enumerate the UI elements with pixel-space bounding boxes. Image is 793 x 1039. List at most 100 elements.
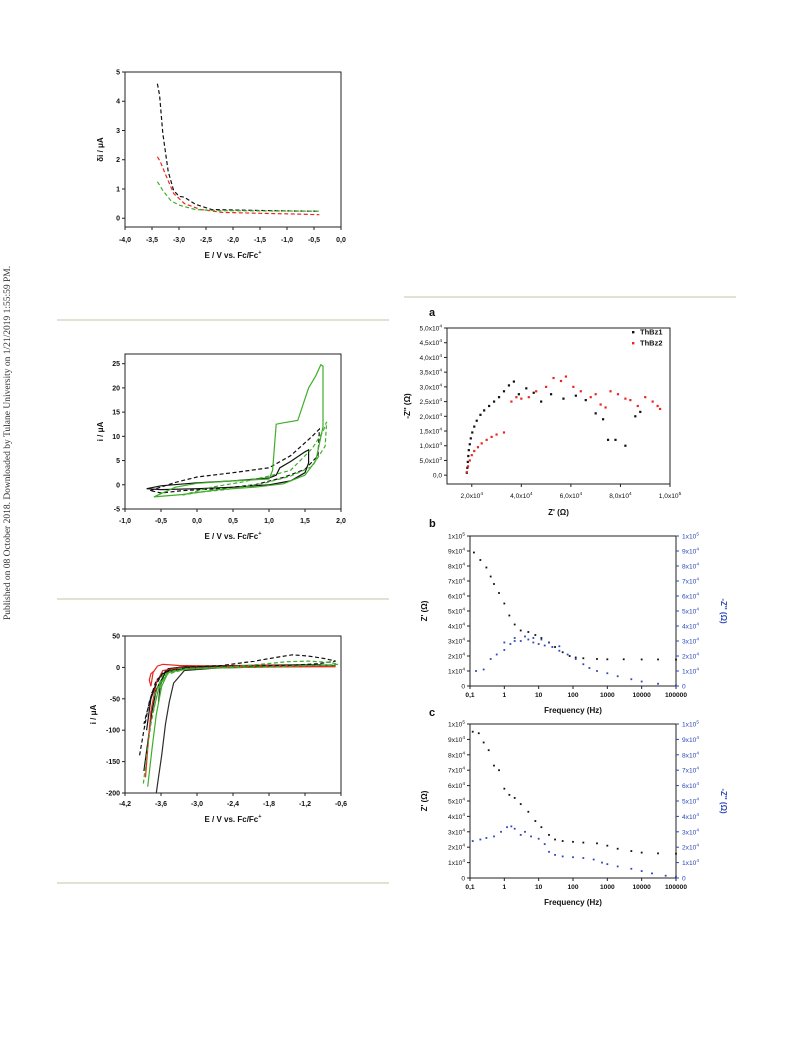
- data-point: [466, 460, 469, 464]
- y-tick-label: 3,0x104: [420, 382, 443, 391]
- x-tick-label: -1,8: [263, 801, 275, 808]
- plot-frame: [446, 327, 671, 485]
- data-point: [589, 396, 592, 399]
- series-line: [153, 363, 324, 498]
- x-tick-label: 10000: [632, 692, 651, 699]
- x-tick-label: 8,0x104: [609, 491, 632, 500]
- y-tick-label: 10: [112, 434, 120, 441]
- data-point: [601, 861, 603, 864]
- data-point: [519, 803, 522, 805]
- data-point: [476, 446, 480, 449]
- data-point: [572, 840, 574, 843]
- y2-tick-label: 2x104: [682, 843, 699, 852]
- data-point: [572, 385, 575, 388]
- data-point: [517, 393, 520, 396]
- data-point: [475, 419, 478, 422]
- y-tick-label: 5,0x104: [420, 324, 443, 333]
- y2-tick-label: 0: [682, 684, 686, 691]
- x-axis-label: Z' (Ω): [548, 508, 569, 517]
- data-point: [507, 384, 511, 387]
- data-point: [473, 551, 475, 554]
- data-point: [479, 413, 482, 416]
- y-tick-label: 3,5x104: [420, 368, 443, 377]
- y2-tick-label: 0: [682, 876, 686, 883]
- data-point: [508, 614, 511, 617]
- data-point: [640, 870, 643, 872]
- data-point: [469, 437, 472, 440]
- data-point: [675, 875, 677, 878]
- x-tick-label: 0,1: [465, 692, 474, 699]
- series-line: [156, 181, 320, 212]
- data-point: [493, 583, 495, 585]
- y-tick-label: 3x104: [448, 637, 465, 646]
- plot-frame: [124, 71, 342, 228]
- data-point: [540, 637, 543, 639]
- divider-rule: [57, 882, 389, 884]
- x-axis-label: E / V vs. Fc/Fc+: [204, 250, 262, 260]
- data-point: [532, 637, 535, 639]
- y-tick-label: -200: [106, 791, 120, 798]
- plot-frame: [469, 723, 677, 879]
- data-point: [582, 663, 585, 666]
- data-point: [596, 658, 598, 660]
- y-tick-label: 0: [116, 482, 120, 489]
- data-point: [657, 852, 659, 855]
- y-tick-label: 2x104: [448, 843, 465, 852]
- data-point: [606, 672, 609, 675]
- data-point: [465, 471, 468, 474]
- plot-frame: [124, 353, 342, 510]
- data-point: [624, 397, 627, 400]
- y-tick-label: 4x104: [448, 812, 465, 821]
- y2-tick-label: 1x105: [682, 720, 699, 729]
- y-tick-label: 15: [112, 410, 120, 417]
- series-line: [182, 421, 328, 496]
- data-point: [497, 396, 501, 399]
- data-point: [503, 602, 506, 605]
- data-point: [574, 658, 577, 660]
- data-point: [622, 658, 625, 661]
- data-point: [554, 854, 556, 856]
- x-tick-label: -0,6: [335, 801, 347, 808]
- data-point: [616, 393, 620, 396]
- data-point: [540, 826, 543, 829]
- data-point: [495, 433, 498, 436]
- data-point: [537, 837, 540, 840]
- y-tick-label: 3: [116, 128, 120, 135]
- data-point: [549, 393, 553, 396]
- x-axis-label: E / V vs. Fc/Fc+: [204, 814, 262, 824]
- legend-marker: [632, 342, 635, 345]
- data-point: [490, 435, 493, 439]
- y2-tick-label: 4x104: [682, 812, 699, 821]
- data-point: [493, 835, 495, 838]
- data-point: [540, 400, 543, 403]
- data-point: [582, 857, 585, 859]
- y2-axis-label: -Z'' (Ω): [719, 598, 728, 624]
- y-tick-label: 2x104: [448, 652, 465, 661]
- y2-tick-label: 9x104: [682, 735, 699, 744]
- x-tick-label: -1,2: [299, 801, 311, 808]
- data-point: [651, 872, 653, 875]
- x-tick-label: 6,0x104: [560, 491, 583, 500]
- data-point: [566, 653, 569, 656]
- x-tick-label: 10: [535, 884, 543, 891]
- data-point: [554, 646, 556, 648]
- y-tick-label: 5,0x103: [420, 456, 443, 465]
- y2-tick-label: 1x104: [682, 667, 699, 676]
- data-point: [582, 657, 585, 660]
- data-point: [525, 387, 528, 390]
- y-tick-label: 4,5x104: [420, 338, 443, 347]
- data-point: [510, 825, 513, 828]
- data-point: [624, 444, 627, 447]
- data-point: [561, 855, 564, 858]
- y-tick-label: 1,5x104: [420, 427, 443, 436]
- data-point: [561, 840, 564, 842]
- x-tick-label: 0,5: [228, 518, 238, 525]
- series-line: [155, 664, 336, 794]
- data-point: [543, 644, 546, 647]
- data-point: [527, 810, 530, 813]
- data-point: [479, 559, 482, 561]
- data-point: [543, 843, 546, 846]
- data-point: [657, 682, 659, 685]
- data-point: [466, 465, 470, 468]
- y-axis-label: i / μA: [96, 421, 105, 441]
